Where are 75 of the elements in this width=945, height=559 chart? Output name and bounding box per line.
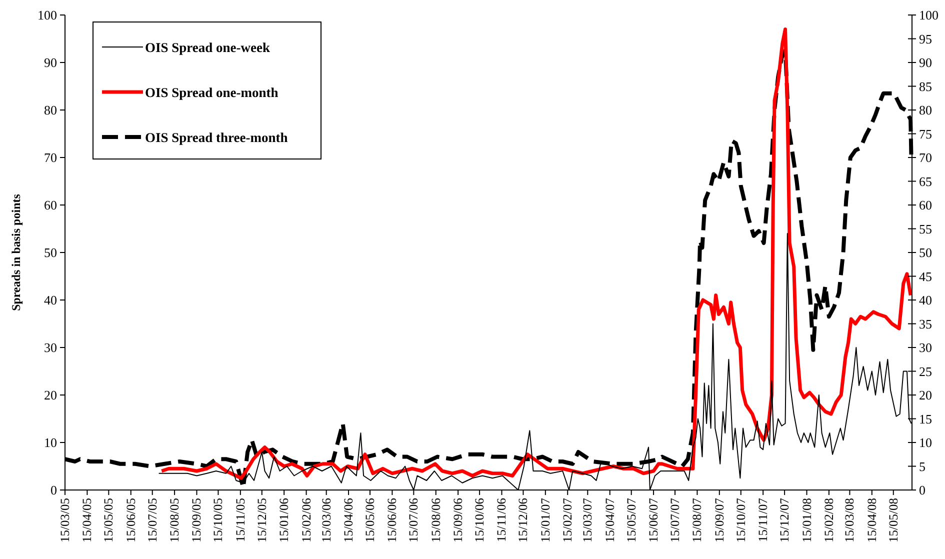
y-tick-label: 30: [44, 340, 57, 355]
x-tick-label: 15/01/06: [277, 498, 292, 542]
y2-tick-label: 5: [919, 458, 926, 474]
y2-tick-label: 30: [919, 340, 932, 355]
y2-tick-label: 25: [919, 364, 932, 379]
y-tick-label: 0: [50, 482, 57, 498]
x-tick-label: 15/07/05: [145, 498, 160, 542]
y2-tick-label: 50: [919, 245, 932, 260]
y2-tick-label: 100: [919, 8, 938, 22]
x-tick-label: 15/08/06: [428, 498, 443, 542]
x-tick-label: 15/11/06: [494, 498, 509, 542]
x-tick-label: 15/12/05: [254, 498, 269, 542]
x-tick-label: 15/12/06: [516, 498, 530, 542]
x-tick-label: 15/01/07: [538, 498, 552, 542]
x-tick-label: 15/07/06: [406, 498, 421, 542]
y2-tick-label: 0: [919, 482, 926, 498]
y2-tick-label: 70: [919, 150, 932, 165]
y-tick-label: 100: [38, 8, 57, 22]
x-tick-label: 15/03/05: [58, 498, 72, 542]
x-tick-label: 15/12/07: [778, 498, 792, 542]
x-tick-label: 15/06/05: [124, 498, 138, 542]
x-tick-label: 15/09/07: [712, 498, 726, 542]
x-tick-label: 15/02/06: [299, 498, 314, 542]
y-tick-label: 60: [44, 198, 57, 212]
x-tick-label: 15/11/07: [756, 498, 770, 542]
x-tick-label: 15/04/08: [864, 498, 879, 542]
x-tick-label: 15/10/05: [211, 498, 226, 542]
y2-tick-label: 60: [919, 198, 932, 212]
x-tick-label: 15/01/08: [800, 498, 814, 542]
x-tick-label: 15/03/08: [842, 498, 857, 542]
y-tick-label: 40: [44, 292, 57, 308]
y2-tick-label: 20: [919, 388, 932, 402]
x-tick-label: 15/04/07: [602, 498, 617, 542]
x-tick-label: 15/03/07: [580, 498, 595, 542]
x-tick-label: 15/04/06: [342, 498, 356, 542]
y2-tick-label: 15: [919, 411, 932, 426]
y2-tick-label: 90: [919, 55, 932, 70]
x-tick-label: 15/05/05: [102, 498, 116, 542]
x-tick-label: 15/02/07: [560, 498, 575, 542]
y-tick-label: 70: [44, 150, 57, 165]
y2-tick-label: 75: [919, 126, 932, 142]
x-tick-label: 15/07/07: [668, 498, 682, 542]
x-tick-label: 15/09/05: [190, 498, 204, 542]
y-tick-label: 80: [44, 102, 57, 118]
y-tick-label: 20: [44, 388, 57, 402]
legend-label: OIS Spread one-week: [145, 40, 271, 55]
y-tick-label: 10: [44, 435, 57, 450]
y-tick-label: 50: [44, 245, 57, 260]
x-tick-label: 15/02/08: [822, 498, 836, 542]
y2-tick-label: 10: [919, 435, 932, 450]
x-tick-label: 15/11/05: [233, 498, 248, 542]
y2-tick-label: 80: [919, 102, 932, 118]
y2-tick-label: 85: [919, 78, 932, 94]
x-tick-label: 15/03/06: [319, 498, 334, 542]
y-axis-title: Spreads in basis points: [9, 194, 23, 311]
legend-label: OIS Spread three-month: [145, 130, 288, 145]
x-tick-label: 15/06/07: [646, 498, 661, 542]
y-tick-label: 90: [44, 55, 57, 70]
y2-tick-label: 55: [919, 221, 932, 236]
legend-label: OIS Spread one-month: [145, 85, 279, 100]
x-tick-label: 15/10/07: [734, 498, 748, 542]
y2-tick-label: 35: [919, 316, 932, 332]
y2-tick-label: 95: [919, 31, 932, 46]
x-tick-label: 15/09/06: [451, 498, 466, 542]
x-tick-label: 15/05/07: [624, 498, 638, 542]
x-tick-label: 15/05/06: [363, 498, 378, 542]
y2-tick-label: 45: [919, 268, 932, 284]
x-tick-label: 15/08/05: [168, 498, 182, 542]
x-tick-label: 15/10/06: [472, 498, 487, 542]
y2-tick-label: 40: [919, 292, 932, 308]
x-tick-label: 15/08/07: [690, 498, 704, 542]
x-tick-label: 15/05/08: [886, 498, 900, 542]
x-tick-label: 15/04/05: [80, 498, 94, 542]
x-tick-label: 15/06/06: [385, 498, 400, 542]
y2-tick-label: 65: [919, 174, 932, 189]
